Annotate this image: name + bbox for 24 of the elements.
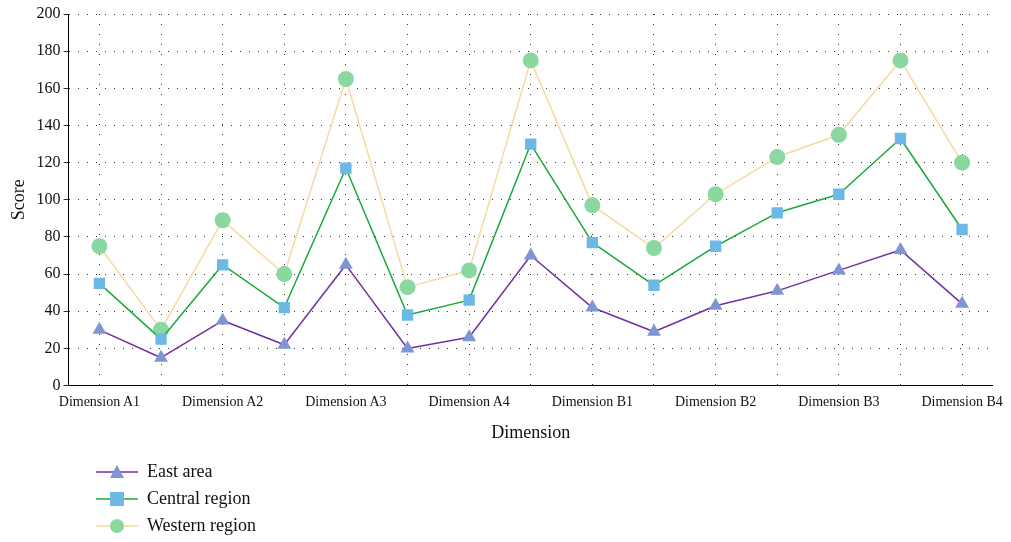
legend-label: Western region bbox=[147, 515, 257, 536]
legend-label: East area bbox=[147, 461, 213, 482]
x-tick-label: Dimension A2 bbox=[182, 393, 264, 409]
x-tick-label: Dimension B1 bbox=[551, 393, 634, 409]
y-tick-label: 180 bbox=[36, 41, 61, 59]
y-tick-label: 60 bbox=[44, 264, 61, 282]
legend-label: Central region bbox=[147, 488, 251, 509]
x-tick-label: Dimension B4 bbox=[921, 393, 1003, 409]
x-tick-label: Dimension B3 bbox=[798, 393, 880, 409]
y-tick-label: 160 bbox=[36, 78, 61, 96]
y-tick-label: 100 bbox=[36, 190, 61, 207]
y-tick-label: 200 bbox=[36, 4, 61, 22]
x-tick-label: Dimension B2 bbox=[674, 393, 757, 409]
y-axis-title: Score bbox=[7, 179, 28, 221]
x-tick-label: Dimension A4 bbox=[428, 393, 510, 409]
y-tick-label: 40 bbox=[44, 301, 61, 319]
y-tick-label: 20 bbox=[44, 338, 61, 356]
y-tick-label: 140 bbox=[36, 115, 61, 133]
y-tick-label: 120 bbox=[36, 152, 61, 170]
y-tick-label: 80 bbox=[44, 227, 61, 245]
x-tick-label: Dimension A3 bbox=[305, 393, 387, 409]
x-axis-title: Dimension bbox=[491, 421, 571, 442]
x-tick-label: Dimension A1 bbox=[58, 393, 141, 409]
y-tick-label: 0 bbox=[52, 375, 61, 393]
